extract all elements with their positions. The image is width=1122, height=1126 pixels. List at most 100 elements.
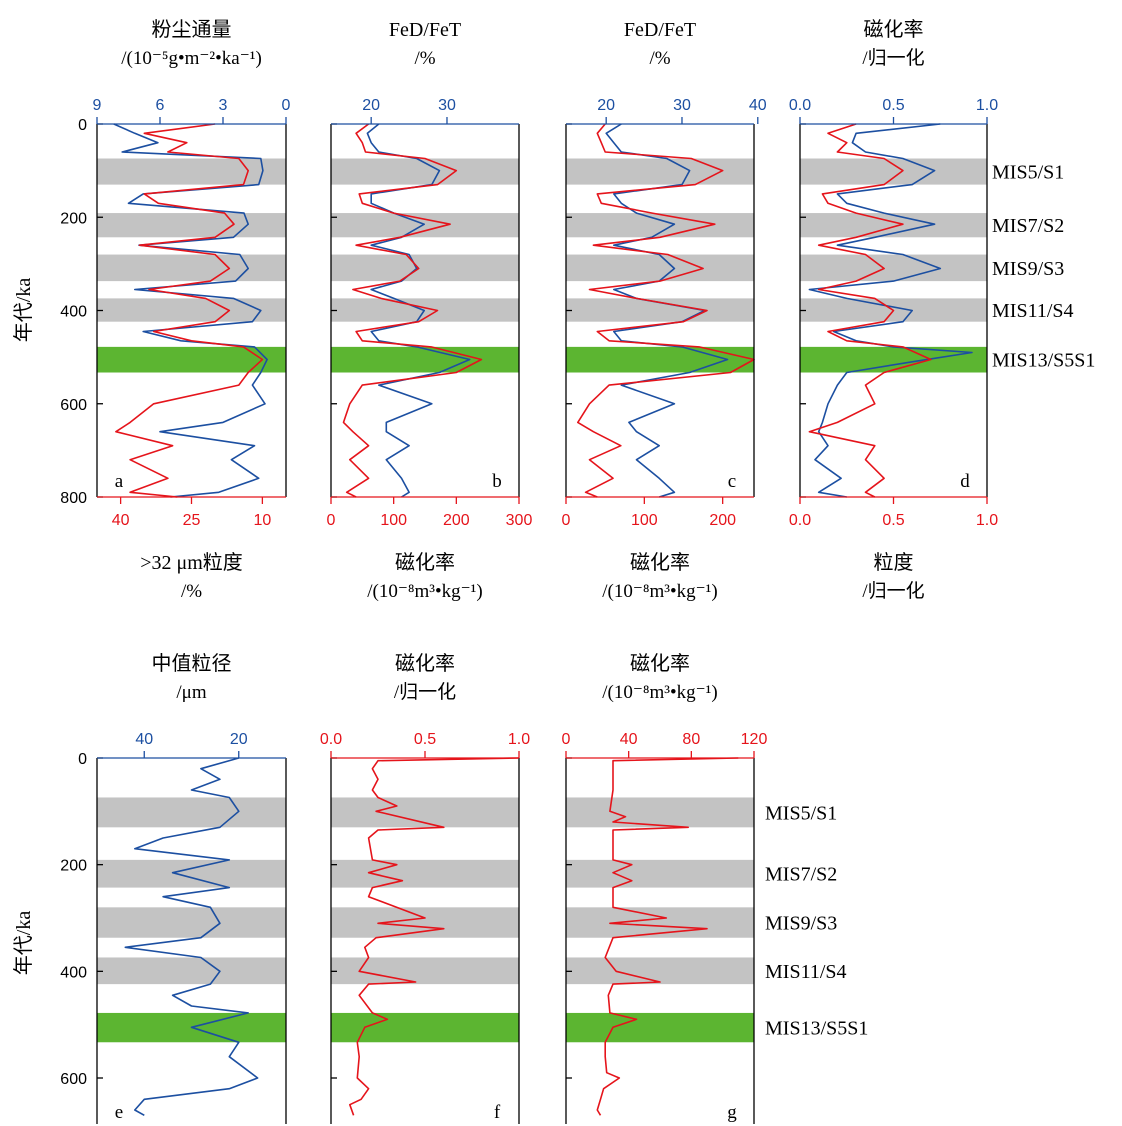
y-axis-title: 年代/ka	[12, 278, 35, 343]
top-tick-label-f: 0.5	[414, 731, 436, 748]
top-axis-unit-d: /归一化	[862, 47, 924, 69]
top-axis-title-c: FeD/FeT	[624, 19, 696, 41]
y-tick-label: 600	[60, 397, 87, 414]
band-MIS11/S4	[331, 957, 519, 985]
band-label: MIS13/S5S1	[992, 350, 1095, 372]
bottom-tick-label-b: 300	[506, 512, 533, 529]
panel-letter-a: a	[115, 471, 124, 492]
top-axis-unit-e: /μm	[176, 682, 206, 703]
band-MIS7/S2	[331, 859, 519, 888]
series-line-d-blue	[808, 123, 973, 498]
top-tick-label-a: 6	[156, 97, 165, 114]
top-axis-title-a: 粉尘通量	[152, 18, 232, 41]
bottom-axis-unit-b: /(10⁻⁸m³•kg⁻¹)	[367, 581, 482, 602]
y-tick-label: 800	[60, 490, 87, 507]
panel-a	[96, 117, 287, 504]
bottom-tick-label-b: 100	[380, 512, 407, 529]
top-tick-label-c: 30	[673, 97, 691, 114]
band-MIS13/S5S1	[566, 346, 754, 373]
top-tick-label-d: 0.0	[789, 97, 811, 114]
band-label: MIS13/S5S1	[765, 1018, 868, 1040]
top-tick-label-g: 0	[562, 731, 571, 748]
band-label: MIS5/S1	[992, 162, 1064, 184]
bottom-tick-label-c: 200	[709, 512, 736, 529]
bottom-tick-label-a: 25	[183, 512, 201, 529]
band-MIS5/S1	[566, 797, 754, 828]
band-MIS13/S5S1	[331, 346, 519, 373]
band-MIS9/S3	[331, 907, 519, 938]
series-line-d-red	[808, 123, 932, 498]
top-tick-label-b: 30	[438, 97, 456, 114]
bottom-axis-unit-a: /%	[181, 581, 202, 602]
band-MIS13/S5S1	[97, 346, 286, 373]
top-tick-label-b: 20	[362, 97, 380, 114]
top-tick-label-a: 3	[219, 97, 228, 114]
y-tick-label: 0	[78, 117, 87, 134]
top-axis-title-b: FeD/FeT	[389, 19, 461, 41]
panel-letter-d: d	[960, 471, 970, 492]
band-MIS13/S5S1	[566, 1012, 754, 1043]
y-tick-label: 200	[60, 210, 87, 227]
panel-letter-f: f	[494, 1102, 501, 1123]
y-tick-label: 400	[60, 964, 87, 981]
panel-letter-b: b	[492, 471, 502, 492]
band-MIS7/S2	[97, 213, 286, 238]
bottom-axis-unit-c: /(10⁻⁸m³•kg⁻¹)	[602, 581, 717, 602]
top-tick-label-d: 1.0	[976, 97, 998, 114]
top-tick-label-g: 80	[682, 731, 700, 748]
bottom-axis-title-d: 粒度	[874, 551, 914, 574]
series-line-b-blue	[366, 123, 471, 498]
panel-letter-e: e	[115, 1102, 123, 1123]
band-MIS13/S5S1	[800, 346, 987, 373]
band-label: MIS7/S2	[765, 864, 837, 886]
top-axis-title-e: 中值粒径	[152, 652, 232, 675]
band-MIS9/S3	[97, 907, 286, 938]
bottom-axis-title-b: 磁化率	[395, 551, 455, 574]
panel-d	[799, 117, 988, 504]
bottom-tick-label-d: 1.0	[976, 512, 998, 529]
top-tick-label-f: 1.0	[508, 731, 530, 748]
series-line-f-red	[348, 757, 520, 1116]
band-label: MIS11/S4	[992, 300, 1074, 322]
top-tick-label-c: 40	[749, 97, 767, 114]
bottom-tick-label-c: 0	[562, 512, 571, 529]
series-line-a-red	[115, 123, 264, 498]
y-tick-label: 600	[60, 1071, 87, 1088]
band-MIS7/S2	[97, 859, 286, 888]
bottom-tick-label-d: 0.5	[882, 512, 904, 529]
top-tick-label-g: 40	[620, 731, 638, 748]
y-tick-label: 400	[60, 304, 87, 321]
top-tick-label-d: 0.5	[882, 97, 904, 114]
panel-f	[330, 751, 520, 1124]
series-line-g-red	[596, 757, 739, 1116]
band-label: MIS7/S2	[992, 215, 1064, 237]
band-MIS9/S3	[331, 254, 519, 282]
panel-b	[330, 117, 520, 504]
top-axis-unit-g: /(10⁻⁸m³•kg⁻¹)	[602, 682, 717, 703]
top-axis-unit-a: /(10⁻⁵g•m⁻²•ka⁻¹)	[121, 48, 262, 69]
bottom-tick-label-a: 40	[112, 512, 130, 529]
band-MIS5/S1	[97, 797, 286, 828]
series-line-c-red	[576, 123, 755, 498]
band-label: MIS11/S4	[765, 961, 847, 983]
top-tick-label-f: 0.0	[320, 731, 342, 748]
top-tick-label-a: 0	[282, 97, 291, 114]
band-MIS9/S3	[97, 254, 286, 282]
bottom-axis-title-a: >32 μm粒度	[140, 551, 243, 574]
series-line-c-blue	[605, 123, 729, 498]
top-axis-title-d: 磁化率	[864, 18, 924, 41]
bottom-axis-unit-d: /归一化	[862, 580, 924, 602]
band-label: MIS9/S3	[765, 913, 837, 935]
top-tick-label-a: 9	[93, 97, 102, 114]
band-MIS7/S2	[331, 213, 519, 238]
series-line-a-blue	[113, 123, 268, 498]
bottom-axis-title-c: 磁化率	[630, 551, 690, 574]
panel-letter-g: g	[727, 1102, 737, 1123]
bottom-tick-label-a: 10	[253, 512, 271, 529]
y-axis-title: 年代/ka	[12, 911, 35, 976]
top-axis-title-g: 磁化率	[630, 652, 690, 675]
y-tick-label: 200	[60, 858, 87, 875]
top-tick-label-g: 120	[741, 731, 768, 748]
panel-g	[565, 751, 755, 1124]
band-label: MIS5/S1	[765, 802, 837, 824]
